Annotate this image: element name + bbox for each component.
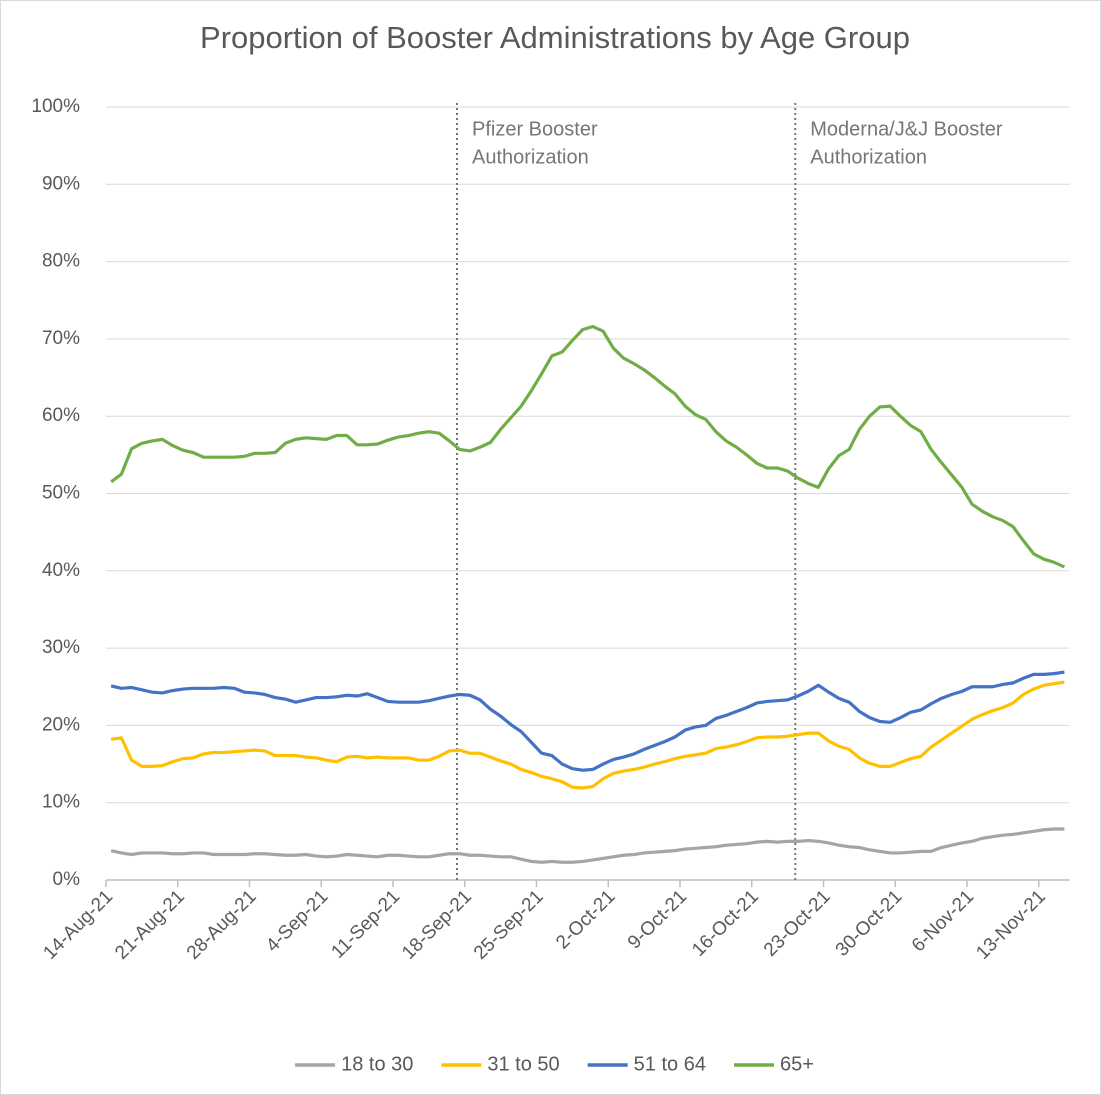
y-tick-label: 70%	[42, 328, 80, 349]
x-tick-label: 18-Sep-21	[398, 886, 476, 964]
y-tick-label: 80%	[42, 251, 80, 272]
legend-label: 31 to 50	[487, 1053, 559, 1075]
x-tick-label: 30-Oct-21	[832, 886, 907, 961]
legend-label: 65+	[780, 1053, 814, 1075]
x-tick-label: 9-Oct-21	[624, 886, 691, 953]
y-tick-label: 0%	[53, 869, 81, 890]
series-line	[110, 324, 1066, 569]
x-tick-label: 28-Aug-21	[183, 886, 261, 964]
x-tick-label: 13-Nov-21	[972, 886, 1050, 964]
series-line	[110, 670, 1065, 772]
x-tick-label: 16-Oct-21	[688, 886, 763, 961]
series-line	[110, 680, 1065, 790]
y-tick-label: 30%	[42, 637, 80, 658]
x-tick-label: 11-Sep-21	[327, 886, 404, 963]
y-tick-label: 90%	[42, 173, 80, 194]
chart-title: Proportion of Booster Administrations by…	[200, 20, 910, 55]
annotation-text: Pfizer Booster	[472, 118, 598, 140]
x-tick-label: 4-Sep-21	[262, 886, 332, 956]
legend-label: 18 to 30	[341, 1053, 413, 1075]
x-tick-label: 2-Oct-21	[552, 886, 619, 953]
y-tick-label: 20%	[42, 714, 80, 735]
y-tick-label: 100%	[31, 96, 80, 117]
x-tick-label: 25-Sep-21	[470, 886, 548, 964]
annotation-text: Moderna/J&J Booster	[810, 118, 1003, 140]
annotation-text: Authorization	[472, 146, 589, 168]
annotation-text: Authorization	[810, 146, 927, 168]
x-tick-label: 21-Aug-21	[111, 886, 189, 964]
x-tick-label: 23-Oct-21	[760, 886, 835, 961]
y-tick-label: 40%	[42, 560, 80, 581]
y-tick-label: 50%	[42, 483, 80, 504]
legend: 18 to 30 31 to 50 51 to 64 65+	[295, 1053, 814, 1075]
series-line	[110, 827, 1065, 864]
y-tick-label: 10%	[42, 792, 80, 813]
y-tick-label: 60%	[42, 405, 80, 426]
legend-label: 51 to 64	[634, 1053, 706, 1075]
x-tick-label: 6-Nov-21	[908, 886, 978, 956]
x-tick-label: 14-Aug-21	[39, 886, 117, 964]
